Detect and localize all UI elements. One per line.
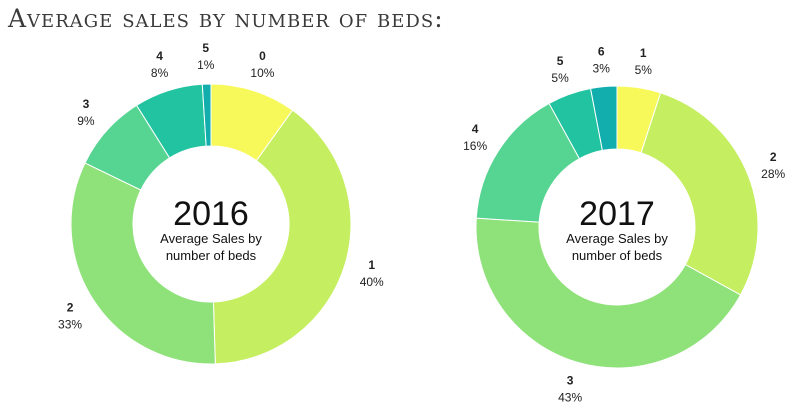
- slice-label-value-2016-5: 1%: [197, 58, 215, 72]
- slice-label-value-2017-4: 16%: [463, 139, 487, 153]
- center-year-2016: 2016: [173, 195, 249, 233]
- slice-label-name-2016-2: 2: [67, 300, 74, 314]
- slice-label-name-2017-1: 1: [640, 46, 647, 60]
- slice-label-name-2016-1: 1: [368, 258, 375, 272]
- slice-label-name-2016-4: 4: [156, 49, 163, 63]
- slice-label-value-2016-0: 10%: [250, 66, 274, 80]
- slice-label-value-2016-2: 33%: [58, 317, 82, 331]
- slice-label-value-2017-5: 5%: [551, 71, 569, 85]
- center-subtitle-line1-2016: Average Sales by: [160, 231, 262, 246]
- center-subtitle-line2-2017: number of beds: [572, 248, 663, 263]
- slice-label-value-2017-2: 28%: [761, 167, 785, 181]
- slice-label-name-2017-5: 5: [557, 54, 564, 68]
- slice-label-name-2017-2: 2: [770, 150, 777, 164]
- slice-2016-1-beds: [212, 109, 352, 365]
- slice-label-value-2017-6: 3%: [593, 62, 611, 76]
- slice-label-value-2016-4: 8%: [151, 66, 169, 80]
- slice-label-name-2016-3: 3: [83, 97, 90, 111]
- slice-label-value-2016-1: 40%: [360, 275, 384, 289]
- slice-label-name-2017-6: 6: [598, 45, 605, 59]
- slice-2016-2-beds: [70, 162, 216, 365]
- slice-2017-6-beds: [589, 85, 618, 151]
- slice-2016-5-beds: [201, 83, 212, 147]
- slice-label-name-2016-5: 5: [202, 41, 209, 55]
- slice-label-value-2017-1: 5%: [635, 63, 653, 77]
- slice-label-value-2016-3: 9%: [77, 114, 95, 128]
- page-title: Average sales by number of beds:: [8, 4, 444, 33]
- slice-label-name-2016-0: 0: [259, 49, 266, 63]
- slice-2017-3-beds: [475, 217, 742, 369]
- slice-label-value-2017-3: 43%: [558, 390, 582, 404]
- center-subtitle-line2-2016: number of beds: [166, 248, 257, 263]
- slice-2017-2-beds: [640, 92, 759, 296]
- center-year-2017: 2017: [579, 195, 655, 233]
- slice-label-name-2017-4: 4: [472, 122, 479, 136]
- center-subtitle-line1-2017: Average Sales by: [566, 231, 668, 246]
- slice-label-name-2017-3: 3: [567, 373, 574, 387]
